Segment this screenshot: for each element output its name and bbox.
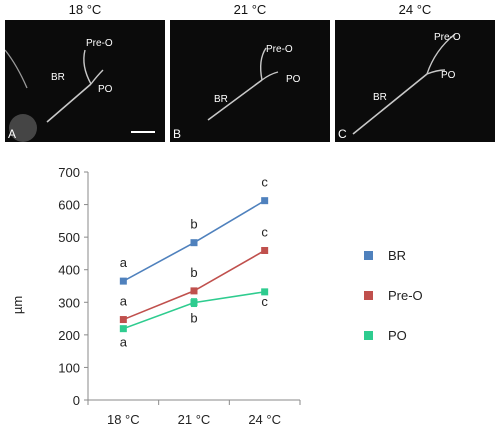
data-point xyxy=(261,197,269,205)
legend-label-po: PO xyxy=(388,328,407,343)
significance-label: b xyxy=(190,217,197,232)
series-line xyxy=(123,249,266,321)
significance-label: b xyxy=(190,265,197,280)
legend-label-br: BR xyxy=(388,248,407,263)
label-preo: Pre-O xyxy=(434,32,461,43)
label-preo: Pre-O xyxy=(266,44,293,55)
line-chart: 0 100 200 300 400 500 600 700 18 °C 21 °C 24 °C a b… xyxy=(10,165,301,427)
micrograph-panel-b: Pre-O BR PO B xyxy=(170,20,330,142)
label-po: PO xyxy=(441,70,456,81)
y-tick-label: 200 xyxy=(58,328,80,343)
y-tick-label: 700 xyxy=(58,165,80,180)
micrograph-b-drawing: Pre-O BR PO B xyxy=(173,44,301,141)
data-point xyxy=(261,288,269,296)
chart-axes: 0 100 200 300 400 500 600 700 18 °C 21 °C 24 °C xyxy=(58,165,301,427)
significance-label: a xyxy=(120,335,128,350)
po-branch xyxy=(261,71,279,81)
preo-branch xyxy=(259,47,267,81)
series-br: a b c xyxy=(119,175,269,285)
preo-branch xyxy=(426,33,456,75)
y-tick-label: 0 xyxy=(73,393,80,408)
y-tick-label: 500 xyxy=(58,230,80,245)
legend-swatch-preo xyxy=(364,291,373,300)
data-point xyxy=(261,246,269,254)
legend-swatch-br xyxy=(364,251,373,260)
legend-swatch-po xyxy=(364,331,373,340)
series-po: a b c xyxy=(119,288,269,350)
significance-label: c xyxy=(261,294,268,309)
preo-branch xyxy=(83,49,92,85)
panel-b-temperature: 21 °C xyxy=(233,2,267,17)
significance-label: b xyxy=(190,311,197,326)
po-branch xyxy=(90,69,104,85)
significance-label: c xyxy=(261,175,268,190)
label-br: BR xyxy=(51,72,65,83)
y-tick-label: 600 xyxy=(58,198,80,213)
label-br: BR xyxy=(214,94,228,105)
data-point xyxy=(119,325,127,333)
br-branch xyxy=(352,73,428,135)
panel-c-temperature: 24 °C xyxy=(398,2,432,17)
panel-letter-a: A xyxy=(8,127,16,141)
y-tick-label: 100 xyxy=(58,360,80,375)
y-tick-label: 400 xyxy=(58,263,80,278)
x-tick-label: 24 °C xyxy=(248,412,281,427)
panel-letter-c: C xyxy=(338,127,347,141)
label-po: PO xyxy=(286,74,301,85)
micrograph-c-drawing: Pre-O BR PO C xyxy=(338,32,461,141)
data-point xyxy=(119,277,127,285)
chart-series: a b c a b c a b c xyxy=(120,175,269,350)
po-branch xyxy=(426,69,446,75)
significance-label: a xyxy=(120,255,128,270)
significance-label: a xyxy=(120,294,128,309)
x-tick-label: 21 °C xyxy=(178,412,211,427)
panel-a-temperature: 18 °C xyxy=(68,2,102,17)
label-po: PO xyxy=(98,84,113,95)
panel-letter-b: B xyxy=(173,127,181,141)
tissue-blob xyxy=(9,114,37,142)
x-tick-label: 18 °C xyxy=(107,412,140,427)
data-point xyxy=(119,316,127,324)
br-branch xyxy=(207,79,263,121)
data-point xyxy=(190,239,198,247)
y-axis-label: µm xyxy=(10,296,25,314)
micrograph-panel-c: Pre-O BR PO C xyxy=(335,20,495,142)
data-point xyxy=(190,299,198,307)
tissue-edge xyxy=(5,49,28,89)
legend-label-preo: Pre-O xyxy=(388,288,423,303)
micrograph-panel-a: Pre-O BR PO A xyxy=(5,20,165,142)
label-br: BR xyxy=(373,92,387,103)
y-tick-label: 300 xyxy=(58,295,80,310)
label-preo: Pre-O xyxy=(86,38,113,49)
br-branch xyxy=(46,83,92,123)
significance-label: c xyxy=(261,224,268,239)
micrograph-a-drawing: Pre-O BR PO A xyxy=(5,38,155,142)
series-pre-o: a b c xyxy=(119,224,269,324)
data-point xyxy=(190,287,198,295)
